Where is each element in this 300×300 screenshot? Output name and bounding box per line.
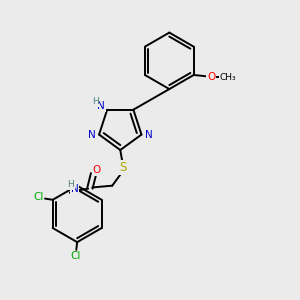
Text: N: N [145, 130, 152, 140]
Text: O: O [207, 72, 215, 82]
Text: O: O [92, 165, 101, 175]
Text: N: N [88, 130, 96, 140]
Text: Cl: Cl [70, 251, 81, 261]
Text: H: H [92, 98, 99, 106]
Text: N: N [98, 101, 105, 111]
Text: N: N [70, 184, 78, 194]
Text: CH₃: CH₃ [220, 73, 237, 82]
Text: H: H [68, 180, 74, 189]
Text: S: S [119, 161, 126, 174]
Text: Cl: Cl [33, 192, 43, 202]
